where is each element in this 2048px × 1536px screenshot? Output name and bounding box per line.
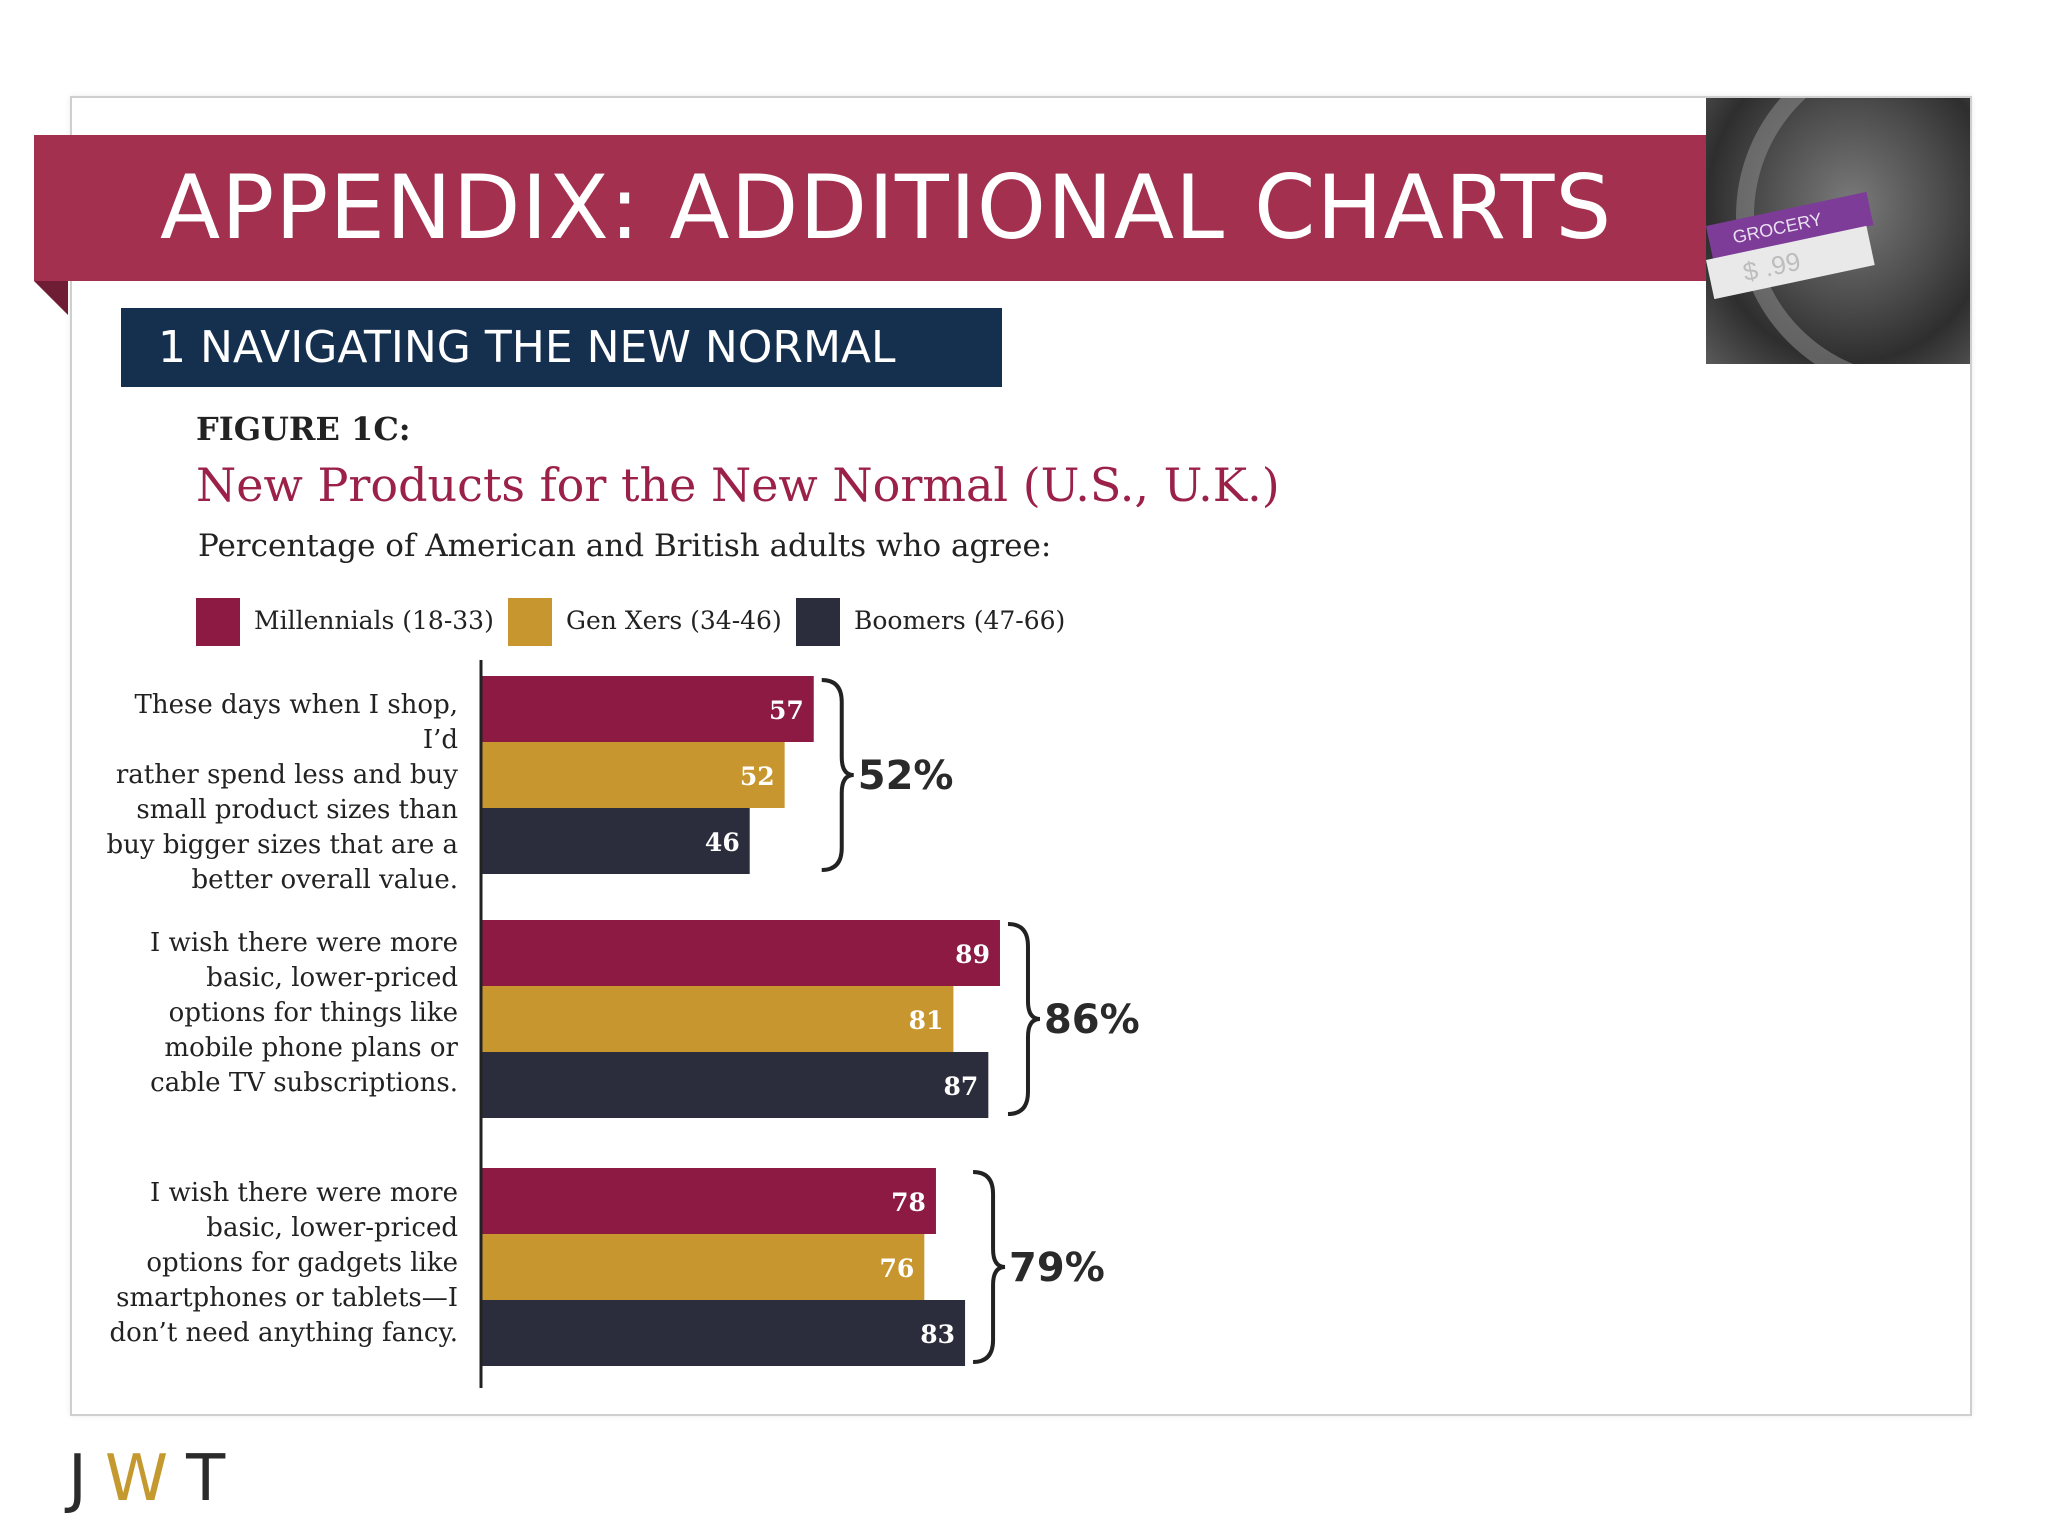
group-total-q2: 86% bbox=[1044, 997, 1140, 1043]
group-total-q3: 79% bbox=[1009, 1245, 1105, 1291]
jwt-logo: JWT bbox=[68, 1442, 243, 1516]
logo-letter-j: J bbox=[68, 1442, 105, 1516]
grocery-price-tag-photo: GROCERY $ .99 bbox=[1706, 98, 1970, 364]
data-label-millennials-q2: 89 bbox=[955, 940, 990, 969]
group-brace-q1 bbox=[821, 678, 854, 872]
data-label-millennials-q1: 57 bbox=[769, 696, 804, 725]
bar-boomers-q2 bbox=[482, 1052, 989, 1118]
data-label-gen-xers-q1: 52 bbox=[740, 762, 775, 791]
data-label-boomers-q2: 87 bbox=[944, 1072, 979, 1101]
chart-subtitle: Percentage of American and British adult… bbox=[198, 528, 1052, 564]
title-banner-fold bbox=[34, 281, 68, 315]
data-label-boomers-q3: 83 bbox=[920, 1320, 955, 1349]
legend-label-gen-xers: Gen Xers (34-46) bbox=[566, 606, 782, 635]
title-banner bbox=[34, 135, 1706, 281]
legend-label-boomers: Boomers (47-66) bbox=[854, 606, 1066, 635]
data-label-boomers-q1: 46 bbox=[705, 828, 740, 857]
legend-swatch-boomers bbox=[796, 598, 840, 646]
legend-label-millennials: Millennials (18-33) bbox=[254, 606, 494, 635]
question-label-gadgets: I wish there were more basic, lower-pric… bbox=[109, 1178, 458, 1348]
legend-swatch-gen-xers bbox=[508, 598, 552, 646]
group-total-q1: 52% bbox=[858, 753, 954, 799]
data-label-gen-xers-q3: 76 bbox=[880, 1254, 915, 1283]
bar-boomers-q1 bbox=[482, 808, 750, 874]
data-label-millennials-q3: 78 bbox=[891, 1188, 926, 1217]
bar-boomers-q3 bbox=[482, 1300, 966, 1366]
group-brace-q3 bbox=[972, 1170, 1006, 1364]
legend-swatch-millennials bbox=[196, 598, 240, 646]
section-title: 1 NAVIGATING THE NEW NORMAL bbox=[158, 322, 896, 373]
chart-title: New Products for the New Normal (U.S., U… bbox=[196, 458, 1280, 512]
slide-title: APPENDIX: ADDITIONAL CHARTS bbox=[160, 156, 1613, 259]
group-brace-q2 bbox=[1007, 922, 1041, 1116]
logo-letter-t: T bbox=[186, 1442, 244, 1516]
bar-gen-xers-q1 bbox=[482, 742, 785, 808]
bar-millennials-q2 bbox=[482, 920, 1000, 986]
question-label-phone-tv-plans: I wish there were more basic, lower-pric… bbox=[150, 928, 458, 1098]
logo-letter-w: W bbox=[104, 1442, 187, 1516]
bar-gen-xers-q2 bbox=[482, 986, 954, 1052]
question-label-small-sizes: These days when I shop, I’d rather spend… bbox=[106, 690, 458, 895]
bar-millennials-q1 bbox=[482, 676, 814, 742]
data-label-gen-xers-q2: 81 bbox=[909, 1006, 944, 1035]
bar-gen-xers-q3 bbox=[482, 1234, 925, 1300]
figure-label: FIGURE 1C: bbox=[196, 410, 411, 448]
bar-millennials-q3 bbox=[482, 1168, 936, 1234]
section-banner bbox=[121, 308, 1002, 387]
